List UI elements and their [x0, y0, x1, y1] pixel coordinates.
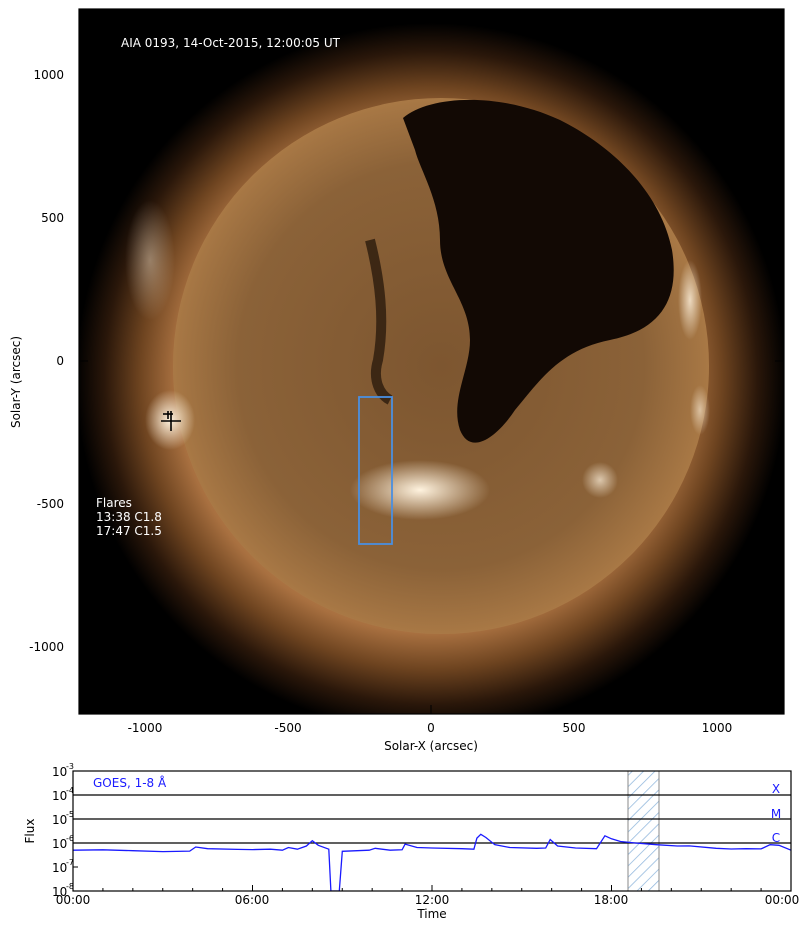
goes-title: GOES, 1-8 Å	[93, 775, 167, 790]
coronal-hole	[403, 99, 674, 443]
svg-text:-5: -5	[66, 810, 74, 819]
limb-brightening-east	[125, 200, 175, 320]
goes-class-lines	[73, 794, 791, 844]
goes-y-axis-label: Flux	[23, 819, 37, 844]
svg-text:-8: -8	[66, 882, 74, 891]
goes-y-tick-label: 10 -7	[52, 858, 74, 875]
goes-y-tick-label: 10 -8	[52, 882, 74, 899]
svg-text:10: 10	[52, 837, 67, 851]
solar-x-axis-label: Solar-X (arcsec)	[384, 739, 478, 753]
goes-class-label-m: M	[771, 807, 781, 821]
svg-text:-3: -3	[66, 762, 74, 771]
goes-x-tick-label: 00:00	[765, 893, 799, 907]
active-region-west-limb	[678, 260, 702, 340]
solar-y-tick-label: 500	[41, 211, 64, 225]
solar-x-tick-label: 500	[563, 721, 586, 735]
active-region-east-limb	[145, 390, 195, 450]
active-region-south-west	[582, 462, 618, 498]
goes-y-tick-label: 10 -4	[52, 786, 74, 803]
svg-text:10: 10	[52, 813, 67, 827]
goes-x-tick-label: 06:00	[235, 893, 270, 907]
solar-y-tick-label: -1000	[29, 640, 64, 654]
svg-text:10: 10	[52, 885, 67, 899]
image-title: AIA 0193, 14-Oct-2015, 12:00:05 UT	[121, 36, 341, 50]
solar-y-axis-label: Solar-Y (arcsec)	[9, 336, 23, 428]
solar-x-tick-label: 1000	[702, 721, 733, 735]
solar-y-tick-label: 1000	[33, 68, 64, 82]
goes-class-label-x: X	[772, 782, 780, 796]
goes-shaded-interval	[627, 770, 660, 892]
solar-x-tick-label: 0	[427, 721, 435, 735]
svg-text:-4: -4	[66, 786, 74, 795]
solar-ticks	[79, 9, 784, 714]
svg-text:10: 10	[52, 861, 67, 875]
goes-flux-line	[73, 833, 791, 891]
goes-plot-area	[73, 771, 791, 891]
goes-x-axis-label: Time	[416, 907, 446, 921]
solar-y-tick-label: 0	[56, 354, 64, 368]
svg-text:-6: -6	[66, 834, 74, 843]
goes-y-tick-label: 10 -3	[52, 762, 74, 779]
goes-class-label-c: C	[772, 831, 780, 845]
region-of-interest-box	[358, 396, 393, 545]
solar-y-tick-label: -500	[37, 497, 64, 511]
flare-entry: 17:47 C1.5	[96, 524, 162, 538]
solar-x-tick-label: -1000	[128, 721, 163, 735]
goes-panel: GOES, 1-8 Å X M C 00:00 06:00 12:00 18:0…	[23, 762, 799, 921]
coronal-hole-filament	[365, 238, 393, 405]
flares-title: Flares	[96, 496, 132, 510]
goes-y-tick-label: 10 -5	[52, 810, 74, 827]
goes-ticks	[72, 770, 792, 892]
svg-text:10: 10	[52, 789, 67, 803]
goes-y-tick-label: 10 -6	[52, 834, 74, 851]
flare-location-marker	[161, 411, 181, 431]
flare-entry: 13:38 C1.8	[96, 510, 162, 524]
goes-x-tick-label: 18:00	[594, 893, 629, 907]
svg-text:10: 10	[52, 765, 67, 779]
active-region-center	[350, 460, 490, 520]
goes-x-tick-label: 12:00	[415, 893, 450, 907]
goes-x-tick-label: 00:00	[56, 893, 91, 907]
solar-image-panel: AIA 0193, 14-Oct-2015, 12:00:05 UT Flare…	[9, 8, 785, 753]
active-region-west-limb-2	[690, 385, 710, 435]
svg-text:-7: -7	[66, 858, 74, 867]
solar-x-tick-label: -500	[274, 721, 301, 735]
